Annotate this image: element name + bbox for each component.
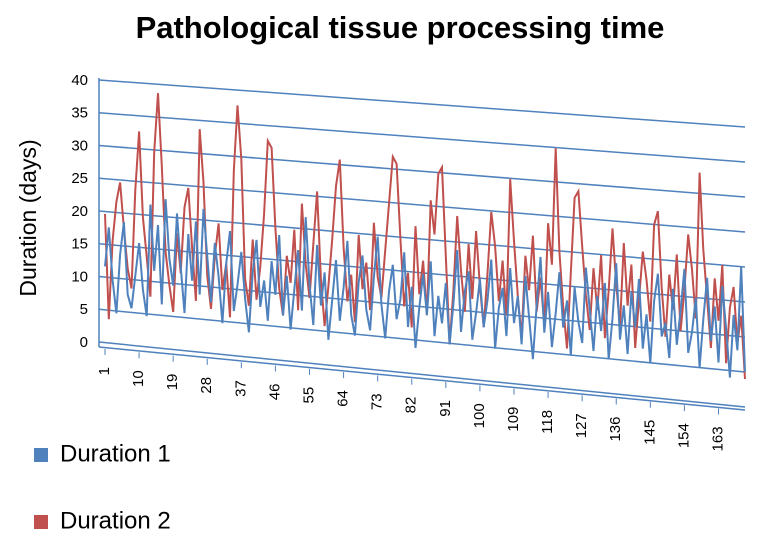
x-tick-label: 64 xyxy=(335,390,352,407)
legend-swatch xyxy=(34,448,48,462)
x-tick-label: 28 xyxy=(198,377,215,394)
grid-line xyxy=(98,79,746,128)
x-tick-label: 10 xyxy=(130,370,147,387)
x-tick-label: 154 xyxy=(675,423,692,448)
grid-line xyxy=(98,112,746,163)
chart-title: Pathological tissue processing time xyxy=(136,10,665,45)
x-tick-label: 118 xyxy=(539,410,556,434)
x-tick-label: 91 xyxy=(437,400,454,417)
x-tick-label: 109 xyxy=(505,407,522,432)
legend-label: Duration 2 xyxy=(60,507,171,534)
x-tick-label: 73 xyxy=(369,393,386,410)
grid-line xyxy=(98,341,746,408)
grid-line xyxy=(98,144,746,198)
floor-edge xyxy=(98,346,746,411)
x-tick-label: 46 xyxy=(266,384,283,401)
grid-line xyxy=(98,308,746,373)
grid-line xyxy=(98,177,746,233)
y-tick-label: 15 xyxy=(71,236,88,253)
legend-label: Duration 1 xyxy=(60,440,171,467)
x-tick-label: 37 xyxy=(232,380,249,397)
y-axis-label: Duration (days) xyxy=(15,139,41,296)
y-tick-label: 30 xyxy=(71,137,88,154)
x-tick-label: 127 xyxy=(573,413,590,438)
x-tick-label: 1 xyxy=(96,367,113,375)
x-tick-label: 100 xyxy=(471,403,488,428)
y-tick-label: 25 xyxy=(71,170,88,187)
x-tick-label: 163 xyxy=(709,426,726,451)
y-tick-label: 35 xyxy=(71,105,88,122)
y-tick-label: 20 xyxy=(71,203,88,220)
legend-swatch xyxy=(34,515,48,529)
y-tick-label: 10 xyxy=(71,268,88,285)
y-tick-label: 0 xyxy=(80,334,88,351)
line-series xyxy=(104,199,746,378)
x-tick-label: 145 xyxy=(641,420,658,445)
grid-line xyxy=(98,210,746,268)
x-tick-label: 55 xyxy=(300,387,317,404)
x-tick-label: 136 xyxy=(607,417,624,442)
y-tick-label: 5 xyxy=(80,301,88,318)
x-tick-label: 19 xyxy=(164,374,181,391)
y-tick-label: 40 xyxy=(71,72,88,89)
x-tick-label: 82 xyxy=(403,397,420,414)
